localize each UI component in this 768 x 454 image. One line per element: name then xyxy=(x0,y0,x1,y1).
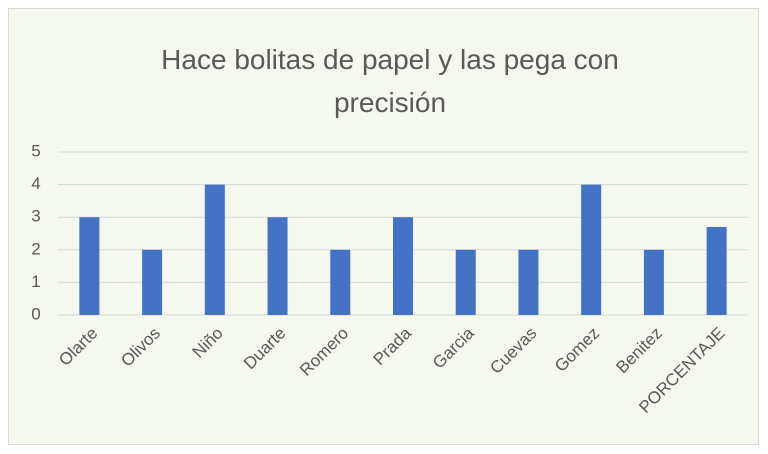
chart-title: Hace bolitas de papel y las pega con pre… xyxy=(161,44,619,118)
bar xyxy=(643,249,664,315)
x-tick-label: Duarte xyxy=(240,324,290,374)
x-tick-label: Gomez xyxy=(551,324,603,376)
bar xyxy=(142,249,163,315)
x-tick-label: Niño xyxy=(189,324,227,362)
bar xyxy=(706,226,727,315)
y-tick-label: 0 xyxy=(31,304,40,323)
y-tick-label: 2 xyxy=(31,239,40,258)
x-tick-label: Benitez xyxy=(612,324,666,378)
x-tick-label: Cuevas xyxy=(486,324,540,378)
x-tick-label: Olivos xyxy=(117,324,164,371)
bar xyxy=(581,184,602,315)
x-tick-label: Prada xyxy=(369,323,415,369)
bar xyxy=(518,249,539,315)
y-tick-label: 5 xyxy=(31,141,40,160)
bar xyxy=(204,184,225,315)
bar xyxy=(79,217,100,315)
bar xyxy=(267,217,288,315)
bar xyxy=(455,249,476,315)
y-tick-label: 1 xyxy=(31,272,40,291)
x-tick-label: Romero xyxy=(296,324,352,380)
bar xyxy=(330,249,351,315)
y-tick-label: 4 xyxy=(31,174,40,193)
x-tick-label: Olarte xyxy=(55,324,101,370)
chart-area xyxy=(8,8,759,445)
x-tick-label: Garcia xyxy=(429,323,478,372)
y-tick-label: 3 xyxy=(31,207,40,226)
bar xyxy=(393,217,413,315)
